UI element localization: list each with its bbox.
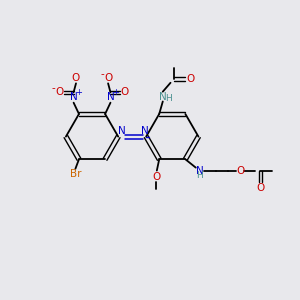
Text: N: N — [70, 92, 77, 102]
Text: +: + — [112, 88, 119, 97]
Text: O: O — [152, 172, 160, 182]
Text: N: N — [196, 166, 203, 176]
Text: O: O — [236, 166, 244, 176]
Text: +: + — [76, 88, 82, 97]
Text: H: H — [196, 171, 203, 180]
Text: O: O — [72, 73, 80, 83]
Text: O: O — [104, 73, 112, 83]
Text: O: O — [121, 87, 129, 97]
Text: -: - — [100, 69, 104, 80]
Text: O: O — [256, 183, 264, 193]
Text: N: N — [118, 126, 126, 136]
Text: H: H — [165, 94, 172, 103]
Text: N: N — [106, 92, 114, 102]
Text: N: N — [141, 126, 149, 136]
Text: O: O — [186, 74, 194, 84]
Text: O: O — [55, 87, 64, 97]
Text: -: - — [52, 83, 55, 93]
Text: Br: Br — [70, 169, 81, 179]
Text: N: N — [159, 92, 167, 102]
